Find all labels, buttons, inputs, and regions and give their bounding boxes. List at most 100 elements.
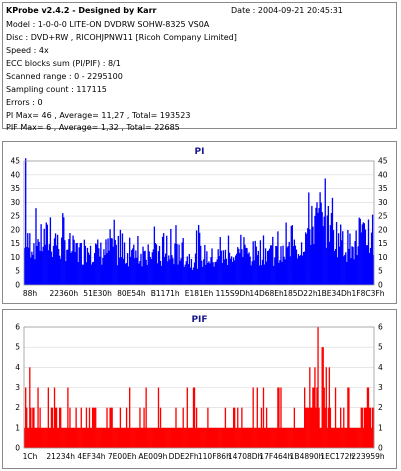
pi-bar <box>266 251 269 285</box>
pi-bar <box>185 261 187 285</box>
pi-bar <box>248 252 250 285</box>
pif-bar <box>298 427 301 448</box>
pi-bar <box>102 257 104 285</box>
pi-bar <box>234 260 236 285</box>
pif-bar <box>53 387 56 448</box>
pif-bar <box>344 427 346 448</box>
pif-bar <box>314 367 316 448</box>
pif-bar <box>213 427 215 448</box>
pif-bar <box>105 427 107 448</box>
pif-bar <box>41 427 43 448</box>
pi-bar <box>239 253 241 285</box>
pi-bar <box>124 263 127 285</box>
pif-bar <box>366 387 369 448</box>
pif-bar <box>87 427 90 448</box>
pi-bar <box>370 232 373 285</box>
pi-bar <box>349 233 351 285</box>
pif-bar <box>177 427 179 448</box>
pif-chart-title: PIF <box>191 315 208 325</box>
pif-bar <box>207 407 209 448</box>
pi-bar <box>41 251 43 285</box>
pif-bar <box>191 427 194 448</box>
info-speed: Speed : 4x <box>6 46 49 55</box>
pi-bar <box>153 226 156 285</box>
pi-bar <box>43 228 45 285</box>
pif-bar <box>332 427 335 448</box>
pif-bar <box>62 427 64 448</box>
pi-bar <box>371 214 374 285</box>
pi-bar <box>79 242 81 285</box>
pi-ytick-right: 10 <box>378 253 388 262</box>
pif-bar <box>199 427 201 448</box>
pi-bar <box>81 264 83 285</box>
pi-bar <box>174 243 176 285</box>
pi-bar <box>271 245 273 285</box>
pi-bar <box>296 258 299 285</box>
pif-bar <box>183 427 185 448</box>
pif-bar <box>60 407 62 448</box>
pi-bar <box>276 246 278 285</box>
pif-bar <box>148 427 150 448</box>
pif-bar <box>250 427 252 448</box>
pif-bar <box>106 407 108 448</box>
pif-bar <box>187 427 190 448</box>
pif-ytick-left: 6 <box>15 323 20 332</box>
pi-bar <box>319 192 321 285</box>
pi-bar <box>326 215 328 285</box>
pi-bar <box>206 251 208 285</box>
pif-xtick: 7E00Eh <box>108 452 137 461</box>
pi-bar <box>108 250 110 285</box>
pi-bar <box>311 205 313 285</box>
pi-ytick-left: 5 <box>15 267 20 276</box>
pi-bar <box>56 234 59 285</box>
app-title: KProbe v2.4.2 - Designed by Karr <box>6 6 157 15</box>
pi-chart-panel: PI 0 0 5 5 10 10 15 15 20 20 25 25 30 30 35 35 40 40 45 45 8… <box>2 141 397 304</box>
pi-bar <box>106 253 108 285</box>
pi-bar <box>187 264 190 285</box>
pi-bar <box>306 234 308 285</box>
pif-bar <box>145 387 147 448</box>
pi-bar <box>69 233 71 285</box>
pif-bar <box>261 427 264 448</box>
pi-bar <box>83 239 86 285</box>
pif-bar <box>231 427 234 448</box>
pif-ytick-right: 5 <box>378 343 383 352</box>
info-sampling-count: Sampling count : 117115 <box>6 85 107 94</box>
pi-bar <box>213 266 215 285</box>
pif-bar <box>291 427 293 448</box>
pif-bar <box>326 427 328 448</box>
pi-bar <box>250 265 252 285</box>
pif-bar <box>136 427 138 448</box>
pif-bar <box>44 427 46 448</box>
pi-ytick-left: 45 <box>10 157 20 166</box>
pi-bar <box>87 252 90 285</box>
pif-bar <box>86 427 89 448</box>
pi-bar <box>175 225 177 285</box>
pi-xtick: 1F8C3Fh <box>352 289 385 298</box>
pi-bar <box>61 237 63 285</box>
pif-bar <box>308 407 310 448</box>
pif-xtick: 1B4890h <box>290 452 324 461</box>
pif-ytick-left: 3 <box>15 383 20 392</box>
pif-bar <box>328 367 331 448</box>
pi-bar <box>70 252 72 285</box>
pif-bar <box>269 427 271 448</box>
pif-bar <box>154 427 157 448</box>
pi-bar <box>150 258 152 285</box>
pif-bar <box>83 427 86 448</box>
pif-bar <box>124 427 127 448</box>
pi-bar <box>308 192 310 285</box>
pif-ytick-left: 2 <box>15 403 20 412</box>
pif-bar <box>91 407 94 448</box>
pi-bar <box>359 218 361 285</box>
pif-bar <box>244 427 246 448</box>
pi-chart-title: PI <box>194 147 205 157</box>
pif-ytick-left: 0 <box>15 444 20 453</box>
pif-bar <box>67 387 69 448</box>
pi-bar <box>275 245 277 285</box>
pif-bar <box>127 427 130 448</box>
pi-bar <box>329 225 332 285</box>
pif-bar <box>134 427 136 448</box>
pif-bar <box>92 407 95 448</box>
pif-bar <box>299 427 302 448</box>
